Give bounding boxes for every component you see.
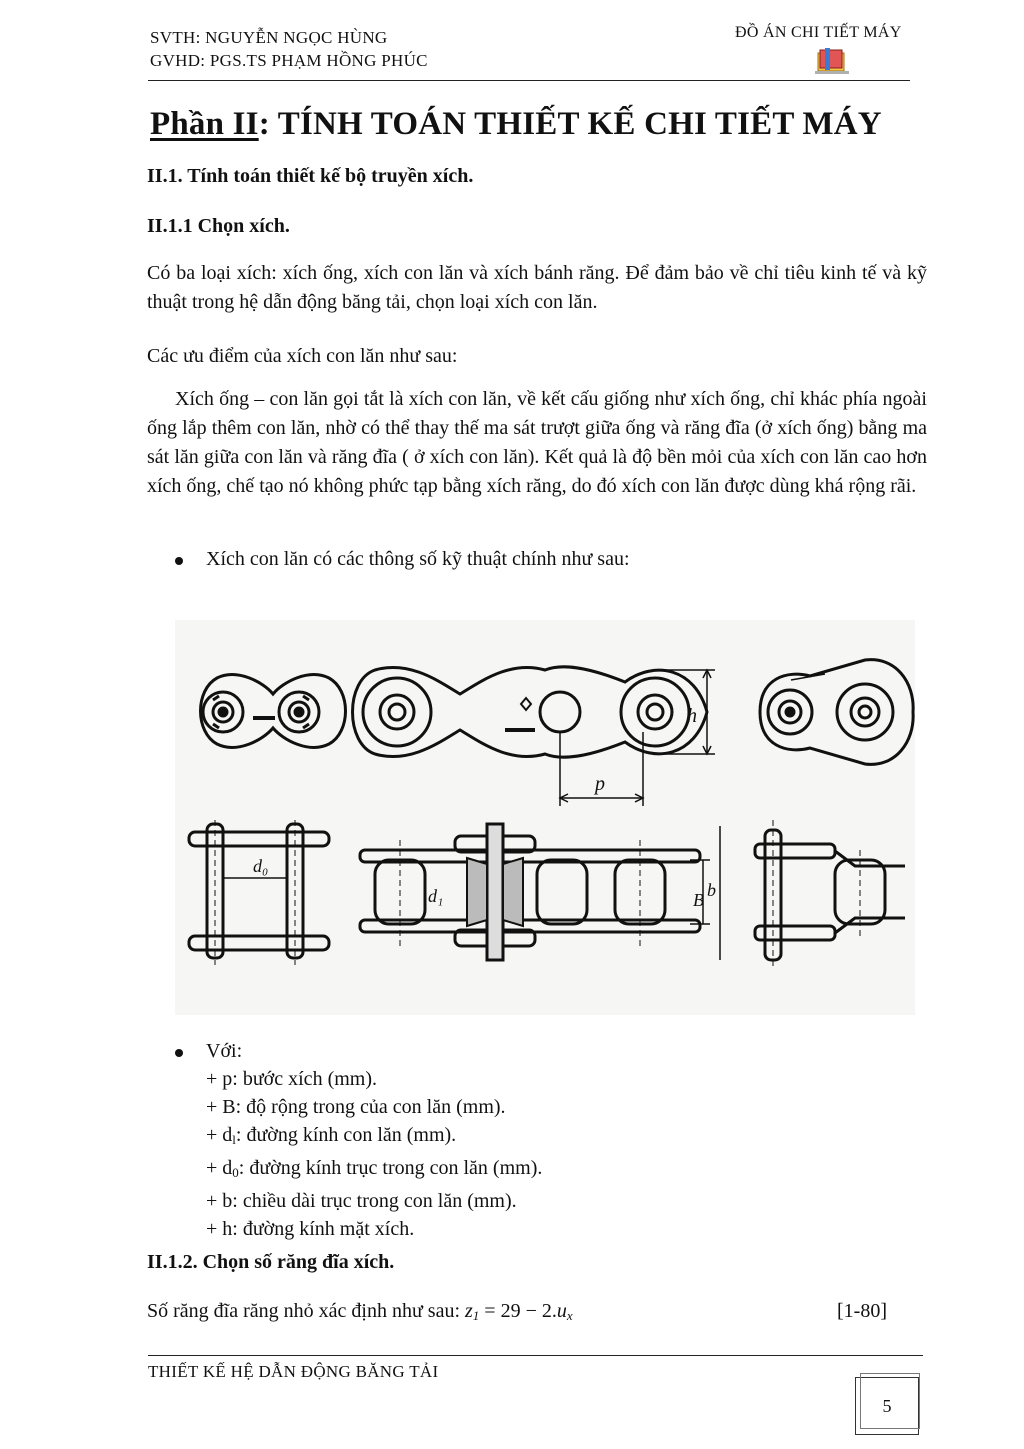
param-h: + h: đường kính mặt xích.: [206, 1218, 415, 1240]
label-B: B: [693, 890, 704, 910]
part-number: Phần II: [150, 106, 259, 142]
bullet-dot-icon: [175, 1049, 183, 1057]
param-d0: + d0: đường kính trục trong con lăn (mm)…: [206, 1157, 543, 1180]
outer-link-drawing: h p: [351, 665, 715, 806]
bullet-with-text: Với:: [206, 1040, 243, 1062]
roller-chain-figure: h p d₀: [175, 620, 915, 1015]
header-rule: [148, 80, 910, 81]
offset-link-side-drawing: [753, 820, 905, 970]
param-p: + p: bước xích (mm).: [206, 1068, 377, 1090]
supervisor-name: GVHD: PGS.TS PHẠM HỒNG PHÚC: [150, 51, 428, 70]
page-number: 5: [882, 1396, 892, 1416]
equation-formula: z1 = 29 − 2.ux: [465, 1300, 573, 1323]
footer-title: THIẾT KẾ HỆ DẪN ĐỘNG BĂNG TẢI: [148, 1362, 439, 1381]
label-d1: d₁: [428, 886, 443, 906]
book-logo-icon: [815, 47, 849, 75]
bullet-specs-text: Xích con lăn có các thông số kỹ thuật ch…: [206, 548, 630, 570]
inner-link-drawing: [199, 673, 347, 749]
header-info: SVTH: NGUYỄN NGỌC HÙNG GVHD: PGS.TS PHẠM…: [150, 26, 428, 72]
footer-rule: [148, 1355, 923, 1356]
paragraph-advantages: Các ưu điểm của xích con lăn như sau:: [147, 345, 458, 367]
inner-link-side-drawing: d₀: [187, 820, 331, 965]
part-title: Phần II: TÍNH TOÁN THIẾT KẾ CHI TIẾT MÁY: [150, 106, 882, 143]
paragraph-roller-chain: Xích ống – con lăn gọi tắt là xích con l…: [147, 388, 927, 497]
page-number-box: 5: [855, 1373, 920, 1435]
parameter-list: + p: bước xích (mm). + B: độ rộng trong …: [206, 1065, 542, 1243]
chain-section-drawing: d₁ B b: [358, 822, 721, 962]
page-stack-icon: [860, 1373, 920, 1429]
equation-lead: Số răng đĩa răng nhỏ xác định như sau:: [147, 1300, 465, 1322]
param-B: + B: độ rộng trong của con lăn (mm).: [206, 1096, 506, 1118]
label-d0: d₀: [253, 856, 268, 876]
label-b: b: [707, 880, 716, 900]
label-h: h: [687, 705, 697, 727]
param-b: + b: chiều dài trục trong con lăn (mm).: [206, 1190, 517, 1212]
part-heading: : TÍNH TOÁN THIẾT KẾ CHI TIẾT MÁY: [258, 106, 882, 142]
section-heading-1: II.1. Tính toán thiết kế bộ truyền xích.: [147, 165, 474, 187]
student-name: SVTH: NGUYỄN NGỌC HÙNG: [150, 28, 388, 47]
teeth-equation-line: Số răng đĩa răng nhỏ xác định như sau: z…: [147, 1300, 887, 1324]
section-heading-1-1: II.1.1 Chọn xích.: [147, 215, 290, 237]
label-p: p: [593, 773, 605, 795]
bullet-dot-icon: [175, 557, 183, 565]
project-title: ĐỒ ÁN CHI TIẾT MÁY: [735, 24, 902, 41]
offset-link-drawing: [758, 658, 915, 766]
section-heading-1-2: II.1.2. Chọn số răng đĩa xích.: [147, 1251, 395, 1273]
paragraph-chain-types: Có ba loại xích: xích ống, xích con lăn …: [147, 262, 927, 313]
equation-reference: [1-80]: [837, 1300, 887, 1322]
param-d1: + dl: đường kính con lăn (mm).: [206, 1124, 457, 1147]
